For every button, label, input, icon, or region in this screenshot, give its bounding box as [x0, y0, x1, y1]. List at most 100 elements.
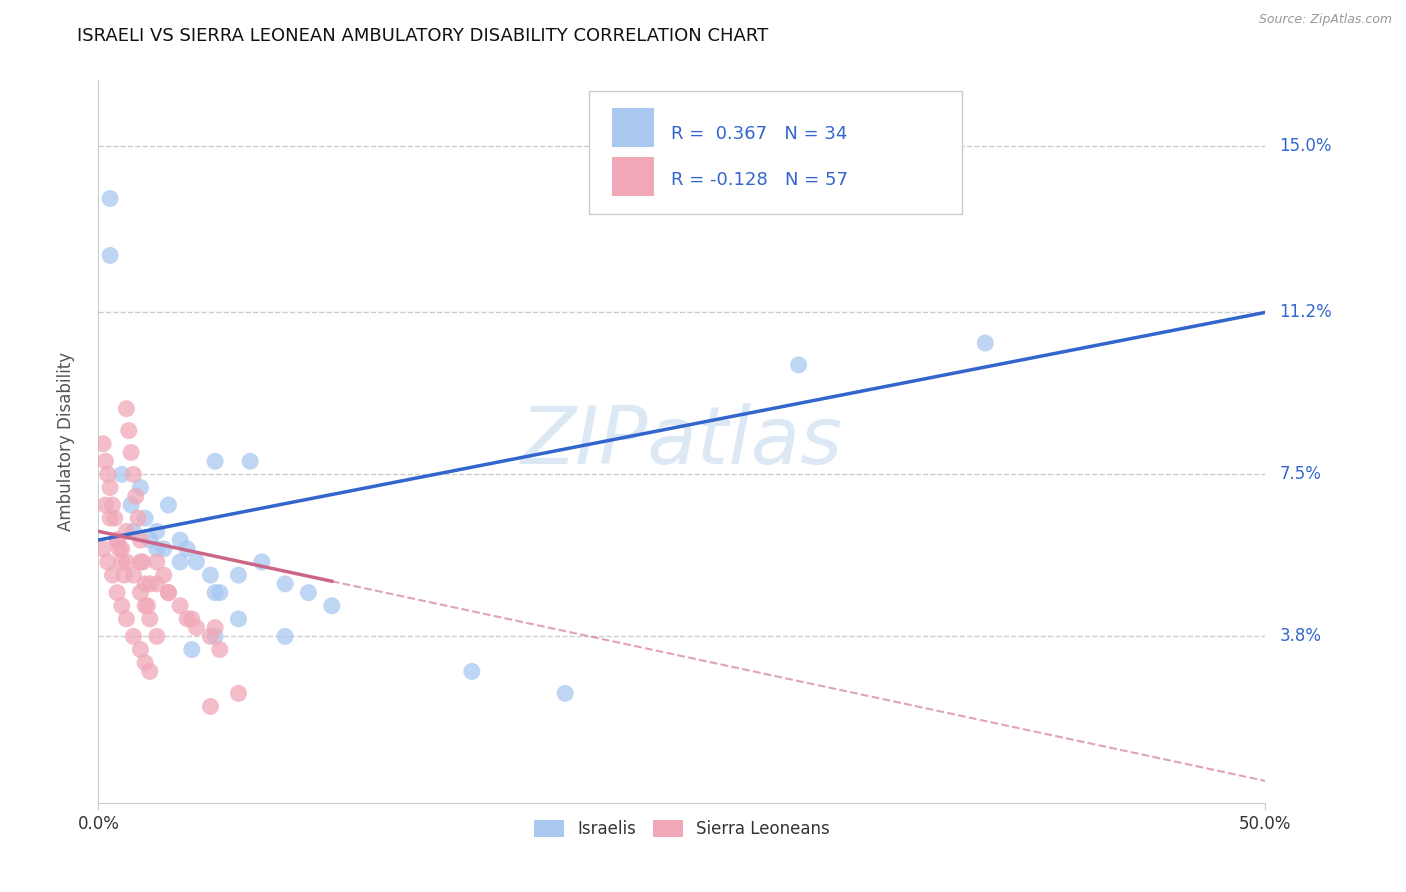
- Point: [208, 642, 231, 657]
- Point: [91, 541, 114, 556]
- Point: [94, 454, 117, 468]
- Point: [176, 541, 198, 556]
- Point: [169, 533, 191, 547]
- Point: [139, 665, 162, 679]
- Point: [239, 454, 262, 468]
- Y-axis label: Ambulatory Disability: Ambulatory Disability: [56, 352, 75, 531]
- Point: [139, 577, 162, 591]
- Point: [115, 524, 138, 539]
- Point: [91, 436, 114, 450]
- Point: [208, 585, 231, 599]
- Point: [228, 568, 250, 582]
- Point: [98, 248, 121, 262]
- Point: [127, 511, 149, 525]
- Point: [169, 555, 191, 569]
- Point: [105, 585, 128, 599]
- Point: [200, 699, 222, 714]
- Point: [180, 642, 202, 657]
- Point: [112, 568, 135, 582]
- Point: [180, 612, 202, 626]
- Point: [274, 577, 297, 591]
- Point: [122, 467, 145, 482]
- Text: 3.8%: 3.8%: [1279, 627, 1322, 646]
- Point: [120, 445, 142, 459]
- Point: [129, 642, 152, 657]
- Point: [134, 511, 156, 525]
- Text: R = -0.128   N = 57: R = -0.128 N = 57: [672, 170, 848, 188]
- Text: 11.2%: 11.2%: [1279, 303, 1331, 321]
- Point: [204, 621, 226, 635]
- Point: [125, 489, 148, 503]
- Point: [94, 498, 117, 512]
- Point: [204, 585, 226, 599]
- Point: [554, 686, 576, 700]
- Point: [200, 568, 222, 582]
- Point: [974, 336, 997, 351]
- Point: [146, 524, 169, 539]
- Point: [120, 498, 142, 512]
- Point: [157, 585, 180, 599]
- Point: [122, 629, 145, 643]
- Text: ZIPatlas: ZIPatlas: [520, 402, 844, 481]
- Point: [118, 424, 141, 438]
- Point: [108, 541, 131, 556]
- Point: [111, 599, 134, 613]
- Point: [134, 656, 156, 670]
- Point: [111, 541, 134, 556]
- Point: [101, 568, 124, 582]
- Point: [461, 665, 484, 679]
- Point: [146, 629, 169, 643]
- Point: [98, 192, 121, 206]
- Point: [134, 599, 156, 613]
- Point: [321, 599, 343, 613]
- Point: [139, 612, 162, 626]
- Point: [122, 568, 145, 582]
- Text: ISRAELI VS SIERRA LEONEAN AMBULATORY DISABILITY CORRELATION CHART: ISRAELI VS SIERRA LEONEAN AMBULATORY DIS…: [77, 27, 769, 45]
- Text: 15.0%: 15.0%: [1279, 137, 1331, 155]
- Text: R =  0.367   N = 34: R = 0.367 N = 34: [672, 125, 848, 143]
- Point: [97, 555, 120, 569]
- Point: [115, 401, 138, 416]
- Point: [98, 511, 121, 525]
- Point: [169, 599, 191, 613]
- Point: [274, 629, 297, 643]
- Point: [115, 612, 138, 626]
- Point: [105, 533, 128, 547]
- Point: [129, 555, 152, 569]
- Point: [146, 555, 169, 569]
- Point: [111, 555, 134, 569]
- Point: [146, 577, 169, 591]
- Point: [111, 467, 134, 482]
- Point: [157, 585, 180, 599]
- Point: [152, 541, 174, 556]
- Point: [105, 533, 128, 547]
- Point: [152, 568, 174, 582]
- Point: [176, 612, 198, 626]
- Point: [122, 524, 145, 539]
- Text: Source: ZipAtlas.com: Source: ZipAtlas.com: [1258, 13, 1392, 27]
- FancyBboxPatch shape: [589, 91, 962, 214]
- Point: [97, 467, 120, 482]
- Point: [204, 629, 226, 643]
- Point: [104, 511, 127, 525]
- FancyBboxPatch shape: [612, 108, 654, 147]
- Point: [787, 358, 810, 372]
- Point: [115, 555, 138, 569]
- Point: [228, 686, 250, 700]
- Point: [129, 585, 152, 599]
- Point: [250, 555, 273, 569]
- Legend: Israelis, Sierra Leoneans: Israelis, Sierra Leoneans: [527, 814, 837, 845]
- Point: [297, 585, 319, 599]
- Point: [101, 498, 124, 512]
- Point: [129, 533, 152, 547]
- Point: [186, 621, 208, 635]
- FancyBboxPatch shape: [612, 157, 654, 196]
- Point: [98, 481, 121, 495]
- Point: [200, 629, 222, 643]
- Point: [204, 454, 226, 468]
- Point: [228, 612, 250, 626]
- Point: [157, 498, 180, 512]
- Point: [136, 599, 159, 613]
- Point: [129, 481, 152, 495]
- Point: [186, 555, 208, 569]
